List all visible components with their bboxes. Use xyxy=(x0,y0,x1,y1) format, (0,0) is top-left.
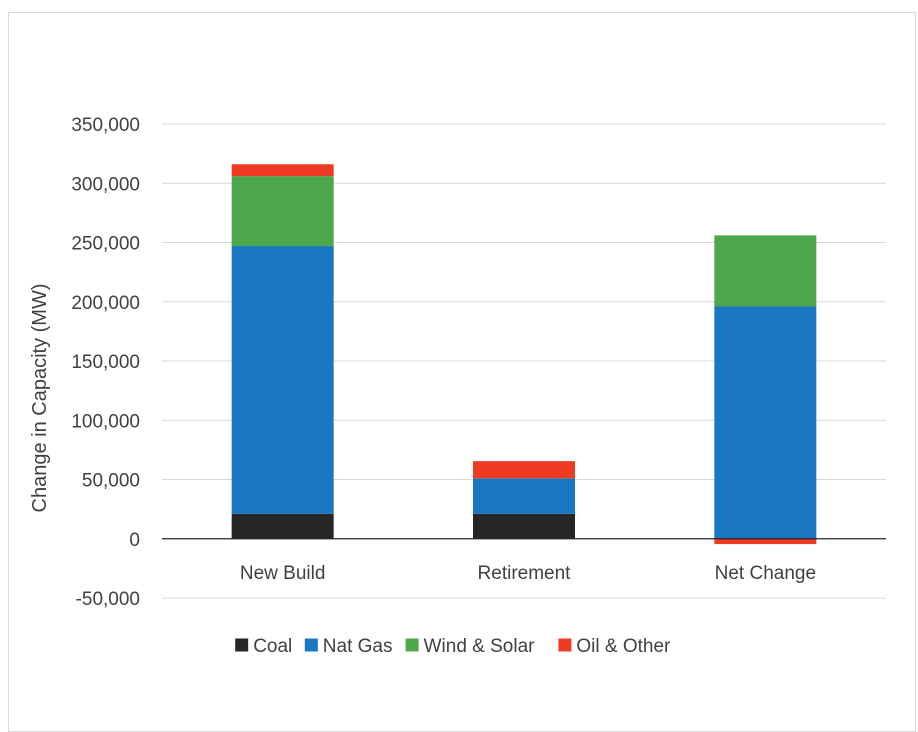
x-category-label: Retirement xyxy=(478,563,572,584)
y-tick-label: 100,000 xyxy=(71,411,140,432)
legend-swatch-wind-solar xyxy=(405,638,419,652)
legend-label: Wind & Solar xyxy=(424,636,536,657)
legend-label: Nat Gas xyxy=(323,636,393,657)
y-tick-label: 50,000 xyxy=(82,471,140,492)
bars xyxy=(231,164,817,545)
y-tick-label: 300,000 xyxy=(71,174,140,195)
bar-oil-other-new-build xyxy=(231,164,334,177)
bar-wind-solar-new-build xyxy=(231,176,334,247)
bar-oil-other-net-change xyxy=(714,538,817,545)
bar-nat-gas-retirement xyxy=(473,478,575,514)
legend: Coal Nat Gas Wind & Solar Oil & Other xyxy=(235,636,671,657)
y-tick-label: 150,000 xyxy=(71,352,140,373)
x-category-label: Net Change xyxy=(715,563,816,584)
y-axis-label: Change in Capacity (MW) xyxy=(29,284,51,513)
y-tick-label: -50,000 xyxy=(76,589,140,610)
y-tick-labels: 350,000 300,000 250,000 200,000 150,000 100,0… xyxy=(71,115,140,610)
legend-label: Oil & Other xyxy=(576,636,671,657)
bar-nat-gas-new-build xyxy=(231,246,334,514)
bar-nat-gas-net-change xyxy=(714,306,817,539)
bar-wind-solar-net-change xyxy=(714,235,817,307)
bar-oil-other-retirement xyxy=(473,461,575,479)
legend-swatch-coal xyxy=(235,638,249,652)
y-tick-label: 0 xyxy=(129,530,140,551)
y-tick-label: 200,000 xyxy=(71,293,140,314)
x-category-label: New Build xyxy=(240,563,326,584)
legend-swatch-oil-other xyxy=(558,638,572,652)
x-category-labels: New Build Retirement Net Change xyxy=(240,563,816,584)
legend-swatch-nat-gas xyxy=(304,638,318,652)
legend-label: Coal xyxy=(253,636,292,657)
bar-coal-new-build xyxy=(231,513,334,539)
y-tick-label: 250,000 xyxy=(71,234,140,255)
stacked-bar-chart: 350,000 300,000 250,000 200,000 150,000 100,0… xyxy=(29,115,886,657)
bar-coal-retirement xyxy=(473,513,575,539)
y-tick-label: 350,000 xyxy=(71,115,140,136)
